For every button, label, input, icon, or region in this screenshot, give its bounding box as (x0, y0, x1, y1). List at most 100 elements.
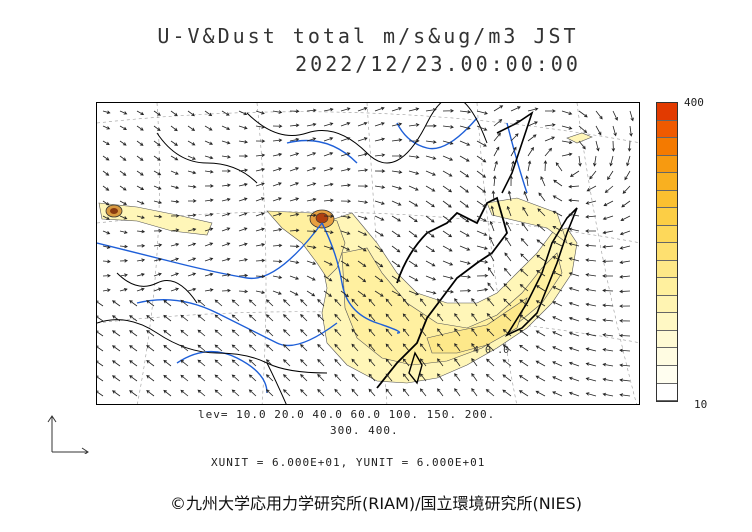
wind-arrow (204, 198, 214, 202)
wind-arrow (385, 388, 393, 397)
wind-arrow (187, 110, 195, 117)
wind-arrow (391, 230, 401, 238)
wind-arrow (97, 360, 104, 367)
wind-arrow (231, 359, 240, 367)
wind-arrow (471, 298, 478, 307)
wind-arrow (502, 344, 512, 352)
wind-arrow (306, 197, 317, 202)
wind-arrow (282, 344, 291, 352)
wind-arrow (621, 200, 631, 208)
wind-arrow (471, 358, 478, 367)
wind-arrow (289, 228, 300, 233)
wind-arrow (578, 140, 586, 150)
wind-arrow (153, 185, 162, 190)
wind-arrow (231, 374, 240, 382)
wind-arrow (402, 298, 410, 307)
wind-arrow (489, 236, 495, 247)
wind-arrow (170, 272, 179, 277)
wind-arrow (231, 299, 240, 307)
wind-arrow (238, 273, 249, 278)
wind-arrow (255, 182, 265, 187)
wind-arrow (552, 391, 563, 397)
wind-arrow (170, 199, 180, 204)
wind-arrow (502, 374, 512, 382)
wind-arrow (357, 106, 368, 112)
wind-arrow (510, 146, 517, 157)
wind-arrow (459, 245, 471, 251)
wind-arrow (204, 242, 214, 247)
wind-arrow (391, 215, 402, 222)
wind-arrow (619, 363, 631, 368)
wind-arrow (180, 374, 189, 382)
wind-arrow (505, 221, 512, 232)
wind-arrow (306, 108, 317, 113)
wind-arrow (197, 299, 206, 307)
wind-arrow (425, 260, 436, 267)
wind-arrow (568, 257, 580, 262)
wind-arrow (119, 273, 128, 277)
wind-arrow (153, 229, 163, 233)
wind-arrow (129, 360, 138, 367)
wind-arrow (197, 344, 206, 352)
wind-arrow (255, 139, 266, 143)
wind-arrow (187, 170, 197, 175)
wind-arrow (471, 388, 478, 397)
wind-arrow (272, 152, 283, 157)
wind-arrow (519, 284, 529, 292)
wind-arrow (136, 185, 145, 191)
wind-arrow (507, 190, 512, 202)
dust-plume-west (98, 202, 213, 236)
wind-arrow (627, 140, 632, 152)
wind-arrow (402, 373, 410, 382)
wind-arrow (357, 168, 369, 172)
wind-arrow (368, 373, 376, 382)
wind-arrow (374, 137, 386, 142)
wind-arrow (340, 199, 352, 203)
map-svg: 4 0 .0 (97, 103, 639, 404)
wind-arrow (317, 373, 325, 382)
wind-arrow (97, 345, 104, 352)
wind-arrow (527, 146, 534, 157)
wind-arrow (535, 300, 546, 307)
wind-arrow (187, 257, 197, 262)
wind-arrow (602, 348, 614, 352)
wind-arrow (180, 314, 189, 322)
wind-arrow (282, 314, 291, 322)
wind-arrow (485, 373, 495, 382)
wind-arrow (136, 125, 144, 131)
wind-arrow (487, 282, 495, 292)
wind-arrow (374, 290, 384, 297)
wind-arrow (282, 389, 291, 397)
wind-arrow (518, 390, 529, 397)
dust-plume-south (321, 212, 578, 384)
wind-arrow (425, 275, 437, 281)
wind-arrow (442, 200, 452, 208)
wind-arrow (502, 328, 512, 337)
wind-arrow (221, 140, 231, 145)
wind-arrow (129, 330, 138, 337)
wind-arrow (323, 290, 333, 297)
wind-arrow (493, 105, 504, 112)
wind-arrow (585, 243, 597, 248)
wind-arrow (425, 200, 435, 208)
wind-arrow (340, 167, 351, 172)
wind-arrow (97, 330, 104, 337)
wind-arrow (408, 170, 420, 175)
colorbar-segment (657, 138, 677, 156)
wind-arrow (214, 389, 223, 397)
wind-arrow (112, 300, 121, 307)
wind-arrow (568, 376, 580, 382)
wind-arrow (180, 299, 189, 307)
wind-arrow (493, 146, 500, 157)
wind-arrow (204, 125, 213, 131)
wind-arrow (119, 140, 127, 146)
wind-arrow (255, 243, 266, 247)
wind-arrow (391, 260, 401, 268)
wind-arrow (385, 373, 393, 382)
wind-arrow (334, 313, 342, 322)
wind-arrow (595, 110, 603, 120)
wind-arrow (248, 314, 257, 322)
colorbar-segment (657, 330, 677, 349)
wind-arrow (306, 229, 317, 234)
wind-arrow (204, 155, 214, 160)
